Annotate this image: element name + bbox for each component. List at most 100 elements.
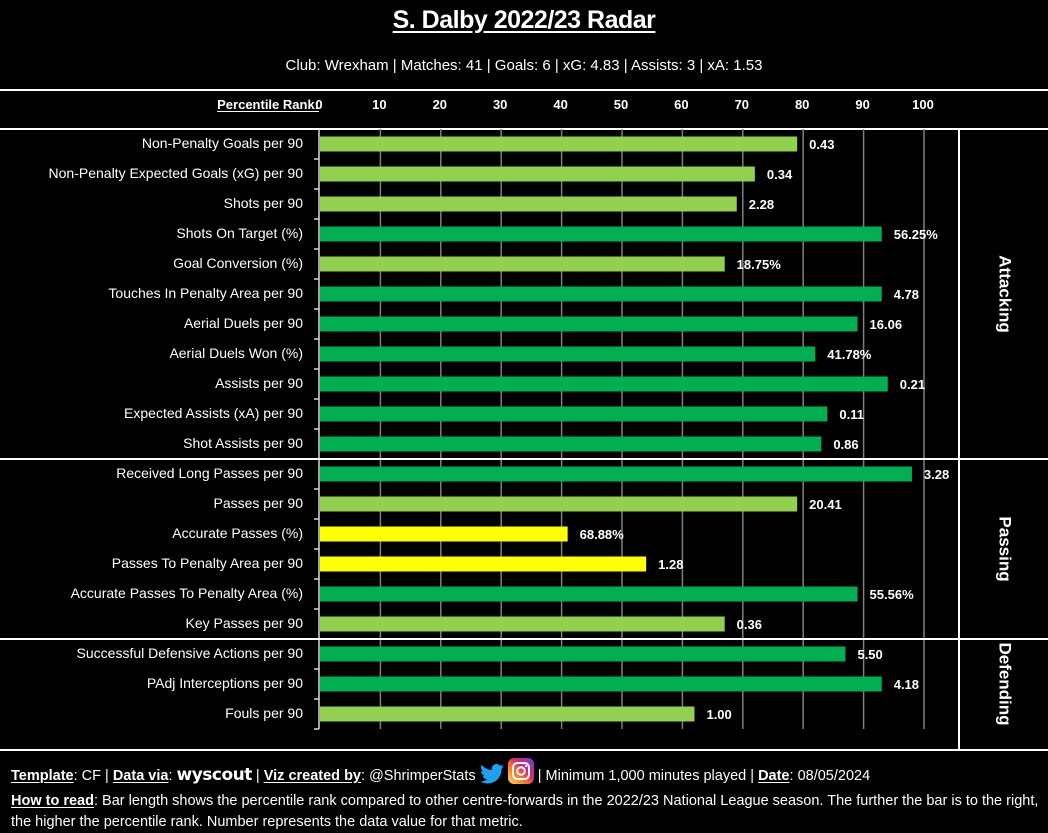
header-divider bbox=[0, 89, 1048, 91]
data-label: 0.86 bbox=[833, 437, 859, 452]
instagram-icon bbox=[507, 758, 534, 791]
bar bbox=[320, 556, 647, 572]
x-tick-label: 60 bbox=[674, 97, 689, 112]
data-label: 0.36 bbox=[736, 617, 762, 632]
bar bbox=[320, 586, 858, 602]
data-label: 20.41 bbox=[809, 497, 842, 512]
bar bbox=[320, 376, 888, 392]
metric-label: Touches In Penalty Area per 90 bbox=[108, 285, 303, 301]
metric-label: Expected Assists (xA) per 90 bbox=[124, 405, 303, 421]
chart-title: S. Dalby 2022/23 Radar bbox=[392, 6, 656, 34]
bar bbox=[320, 316, 858, 332]
data-label: 18.75% bbox=[736, 257, 781, 272]
metric-label: Shots On Target (%) bbox=[176, 225, 303, 241]
bar bbox=[320, 286, 882, 302]
viz-created-label: Viz created by bbox=[263, 768, 361, 784]
footer-divider bbox=[0, 749, 1048, 751]
x-tick-label: 80 bbox=[794, 97, 810, 112]
how-to-read-text: Bar length shows the percentile rank com… bbox=[11, 793, 1039, 830]
bar bbox=[320, 526, 568, 542]
data-label: 4.18 bbox=[893, 677, 920, 692]
data-label: 68.88% bbox=[579, 527, 624, 542]
wyscout-logo: wyscout bbox=[176, 765, 253, 785]
section-label-passing: Passing bbox=[961, 459, 1048, 639]
x-tick-label: 20 bbox=[432, 97, 448, 112]
section-name: Passing bbox=[995, 516, 1015, 582]
metric-label: Goal Conversion (%) bbox=[173, 255, 303, 271]
data-label: 2.28 bbox=[748, 197, 775, 212]
date-label: Date bbox=[758, 768, 790, 784]
section-name: Defending bbox=[995, 642, 1015, 726]
data-label: 41.78% bbox=[827, 347, 872, 362]
bar bbox=[320, 436, 822, 452]
date-value: 08/05/2024 bbox=[797, 768, 871, 784]
metric-label: Shot Assists per 90 bbox=[183, 435, 303, 451]
x-tick-label: 50 bbox=[613, 97, 629, 112]
x-tick-label: 0 bbox=[315, 97, 323, 112]
metric-label: Fouls per 90 bbox=[225, 705, 303, 721]
bar bbox=[320, 676, 882, 692]
section-column-divider bbox=[958, 129, 960, 749]
section-label-attacking: Attacking bbox=[961, 129, 1048, 459]
footer-how-to-read: How to read: Bar length shows the percen… bbox=[11, 793, 1039, 830]
bar bbox=[320, 346, 816, 362]
x-axis-label: Percentile Rank: bbox=[217, 97, 319, 112]
metric-label: Key Passes per 90 bbox=[185, 615, 303, 631]
metric-label: Received Long Passes per 90 bbox=[116, 465, 303, 481]
data-label: 16.06 bbox=[869, 317, 903, 332]
section-label-defending: Defending bbox=[961, 639, 1048, 729]
x-tick-label: 30 bbox=[492, 97, 508, 112]
data-label: 1.00 bbox=[706, 707, 732, 722]
metric-label: Shots per 90 bbox=[223, 195, 303, 211]
template-value: CF bbox=[81, 768, 101, 784]
bar bbox=[320, 466, 912, 482]
data-label: 0.43 bbox=[809, 137, 835, 152]
data-label: 1.28 bbox=[658, 557, 684, 572]
data-label: 3.28 bbox=[923, 467, 950, 482]
metric-label: Aerial Duels Won (%) bbox=[169, 345, 303, 361]
how-to-read-label: How to read bbox=[11, 793, 94, 809]
player-summary: Club: Wrexham | Matches: 41 | Goals: 6 |… bbox=[285, 57, 763, 74]
bar bbox=[320, 196, 737, 212]
footer: Template: CF | Data via: wyscout | Viz c… bbox=[11, 758, 1041, 833]
x-tick-label: 40 bbox=[553, 97, 568, 112]
bar bbox=[320, 406, 828, 422]
metric-label: Assists per 90 bbox=[215, 375, 303, 391]
footer-line-credits: Template: CF | Data via: wyscout | Viz c… bbox=[11, 758, 1041, 791]
bar bbox=[320, 646, 846, 662]
data-via-label: Data via bbox=[112, 768, 169, 784]
viz-author: @ShrimperStats bbox=[369, 768, 476, 784]
data-label: 4.78 bbox=[893, 287, 920, 302]
bar bbox=[320, 616, 725, 632]
metric-label: Aerial Duels per 90 bbox=[183, 315, 303, 331]
metric-label: Passes per 90 bbox=[213, 495, 304, 511]
metric-label: Successful Defensive Actions per 90 bbox=[76, 645, 303, 661]
metric-label: Non-Penalty Expected Goals (xG) per 90 bbox=[48, 165, 303, 181]
data-label: 0.11 bbox=[839, 407, 864, 422]
metric-label: Passes To Penalty Area per 90 bbox=[111, 555, 303, 571]
bar bbox=[320, 226, 882, 242]
bar bbox=[320, 256, 725, 272]
metric-label: Accurate Passes To Penalty Area (%) bbox=[70, 585, 303, 601]
template-label: Template bbox=[11, 768, 74, 784]
metric-label: Accurate Passes (%) bbox=[172, 525, 303, 541]
x-tick-label: 100 bbox=[912, 97, 934, 112]
data-label: 5.50 bbox=[857, 647, 883, 662]
metric-label: PAdj Interceptions per 90 bbox=[146, 675, 303, 691]
section-name: Attacking bbox=[995, 255, 1015, 333]
bar-chart bbox=[314, 129, 925, 730]
x-tick-label: 90 bbox=[855, 97, 870, 112]
data-label: 55.56% bbox=[869, 587, 914, 602]
x-tick-label: 70 bbox=[734, 97, 750, 112]
section-divider bbox=[0, 638, 1048, 640]
data-label: 0.21 bbox=[899, 377, 926, 392]
bar bbox=[320, 706, 695, 722]
x-tick-label: 10 bbox=[372, 97, 387, 112]
minimum-minutes-note: | Minimum 1,000 minutes played | bbox=[537, 768, 755, 784]
twitter-bird-icon bbox=[479, 764, 504, 791]
bar bbox=[320, 166, 755, 182]
data-label: 56.25% bbox=[893, 227, 938, 242]
section-divider bbox=[0, 458, 1048, 460]
axis-divider bbox=[0, 128, 1048, 130]
bar bbox=[320, 136, 798, 152]
